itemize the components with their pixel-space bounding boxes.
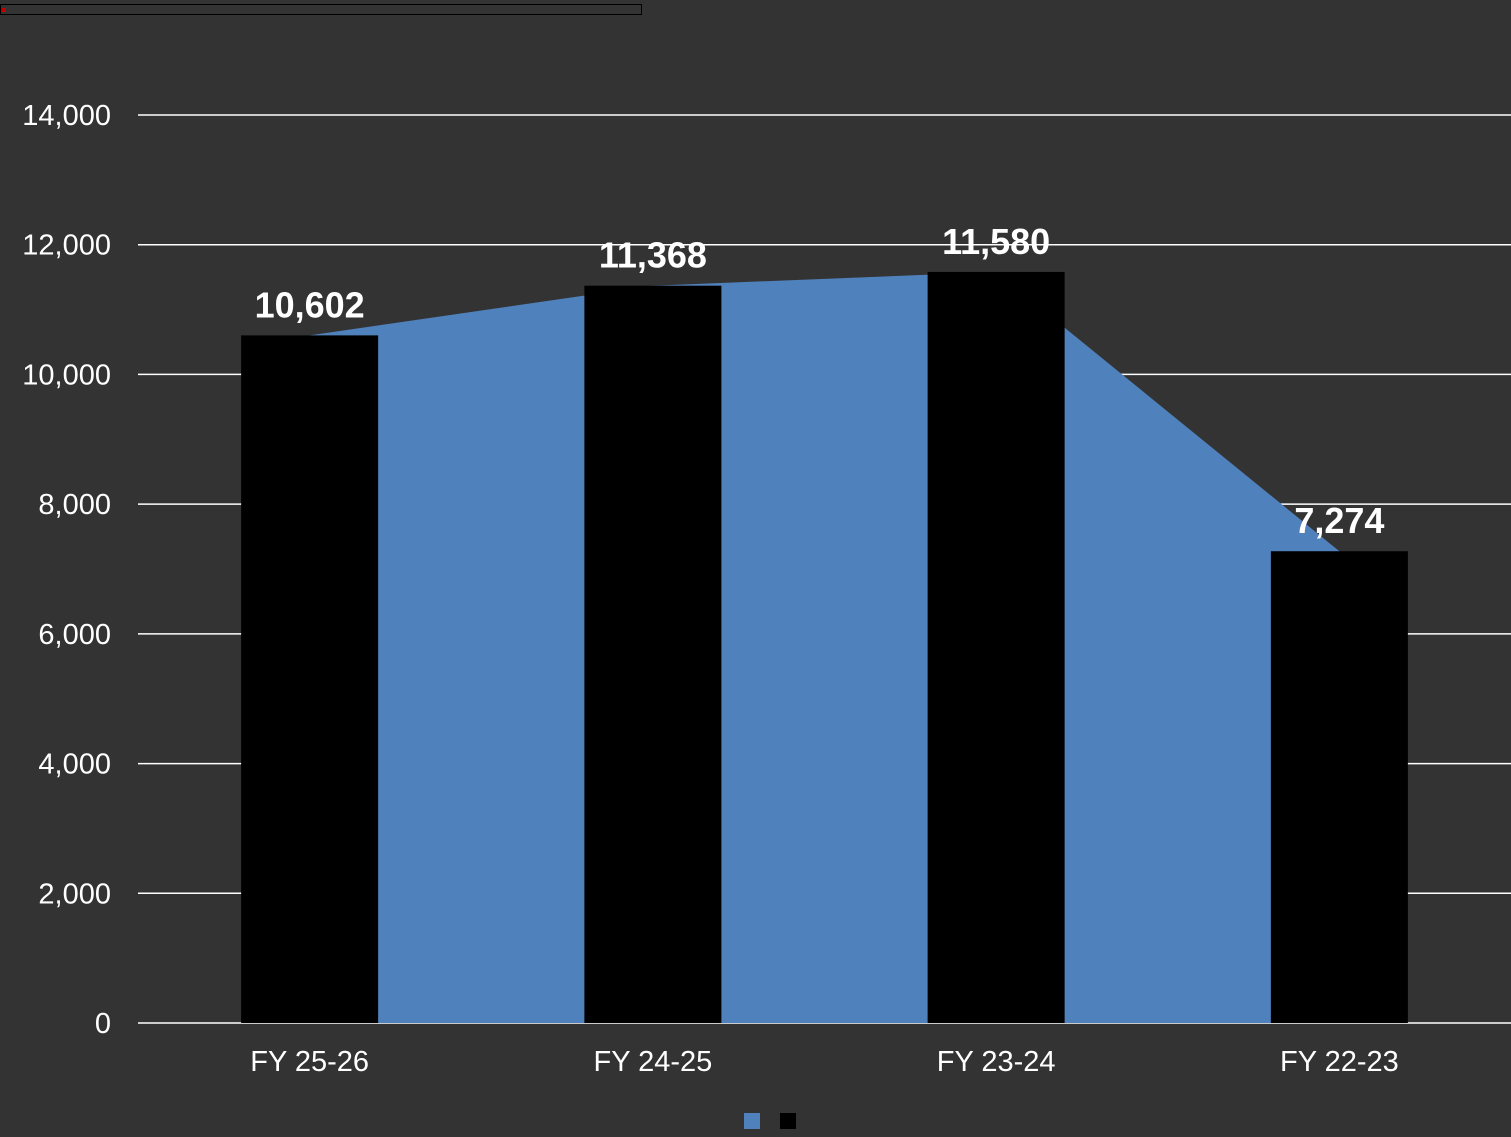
x-tick-label: FY 24-25 bbox=[593, 1046, 712, 1078]
bar bbox=[241, 335, 379, 1023]
data-label: 7,274 bbox=[1294, 500, 1384, 541]
y-tick-label: 2,000 bbox=[38, 878, 111, 910]
red-marker-icon bbox=[2, 8, 6, 12]
y-tick-label: 0 bbox=[95, 1008, 111, 1040]
legend-swatch bbox=[780, 1113, 796, 1129]
data-label: 11,580 bbox=[942, 221, 1050, 262]
data-label: 11,368 bbox=[599, 235, 707, 276]
y-tick-label: 4,000 bbox=[38, 749, 111, 781]
bar bbox=[927, 271, 1065, 1023]
x-tick-label: FY 23-24 bbox=[937, 1046, 1056, 1078]
y-tick-label: 10,000 bbox=[22, 359, 111, 391]
y-tick-label: 14,000 bbox=[22, 100, 111, 132]
data-labels: 10,602 11,368 11,580 7,274 bbox=[255, 221, 1385, 541]
legend bbox=[744, 1113, 796, 1129]
y-tick-label: 6,000 bbox=[38, 619, 111, 651]
y-tick-label: 8,000 bbox=[38, 489, 111, 521]
bar-series bbox=[241, 271, 1408, 1024]
data-label: 10,602 bbox=[255, 284, 365, 325]
y-tick-label: 12,000 bbox=[22, 230, 111, 262]
top-strip bbox=[0, 4, 642, 15]
x-tick-label: FY 22-23 bbox=[1280, 1046, 1399, 1078]
x-tick-label: FY 25-26 bbox=[250, 1046, 369, 1078]
bar bbox=[584, 285, 722, 1024]
bar bbox=[1270, 551, 1408, 1023]
legend-swatch bbox=[744, 1113, 760, 1129]
area-fill bbox=[309, 271, 1340, 1023]
x-axis-ticks: FY 25-26 FY 24-25 FY 23-24 FY 22-23 bbox=[250, 1046, 1399, 1078]
y-axis-ticks: 0 2,000 4,000 6,000 8,000 10,000 12,000 14,000 bbox=[22, 100, 111, 1040]
area-series bbox=[309, 271, 1340, 1023]
